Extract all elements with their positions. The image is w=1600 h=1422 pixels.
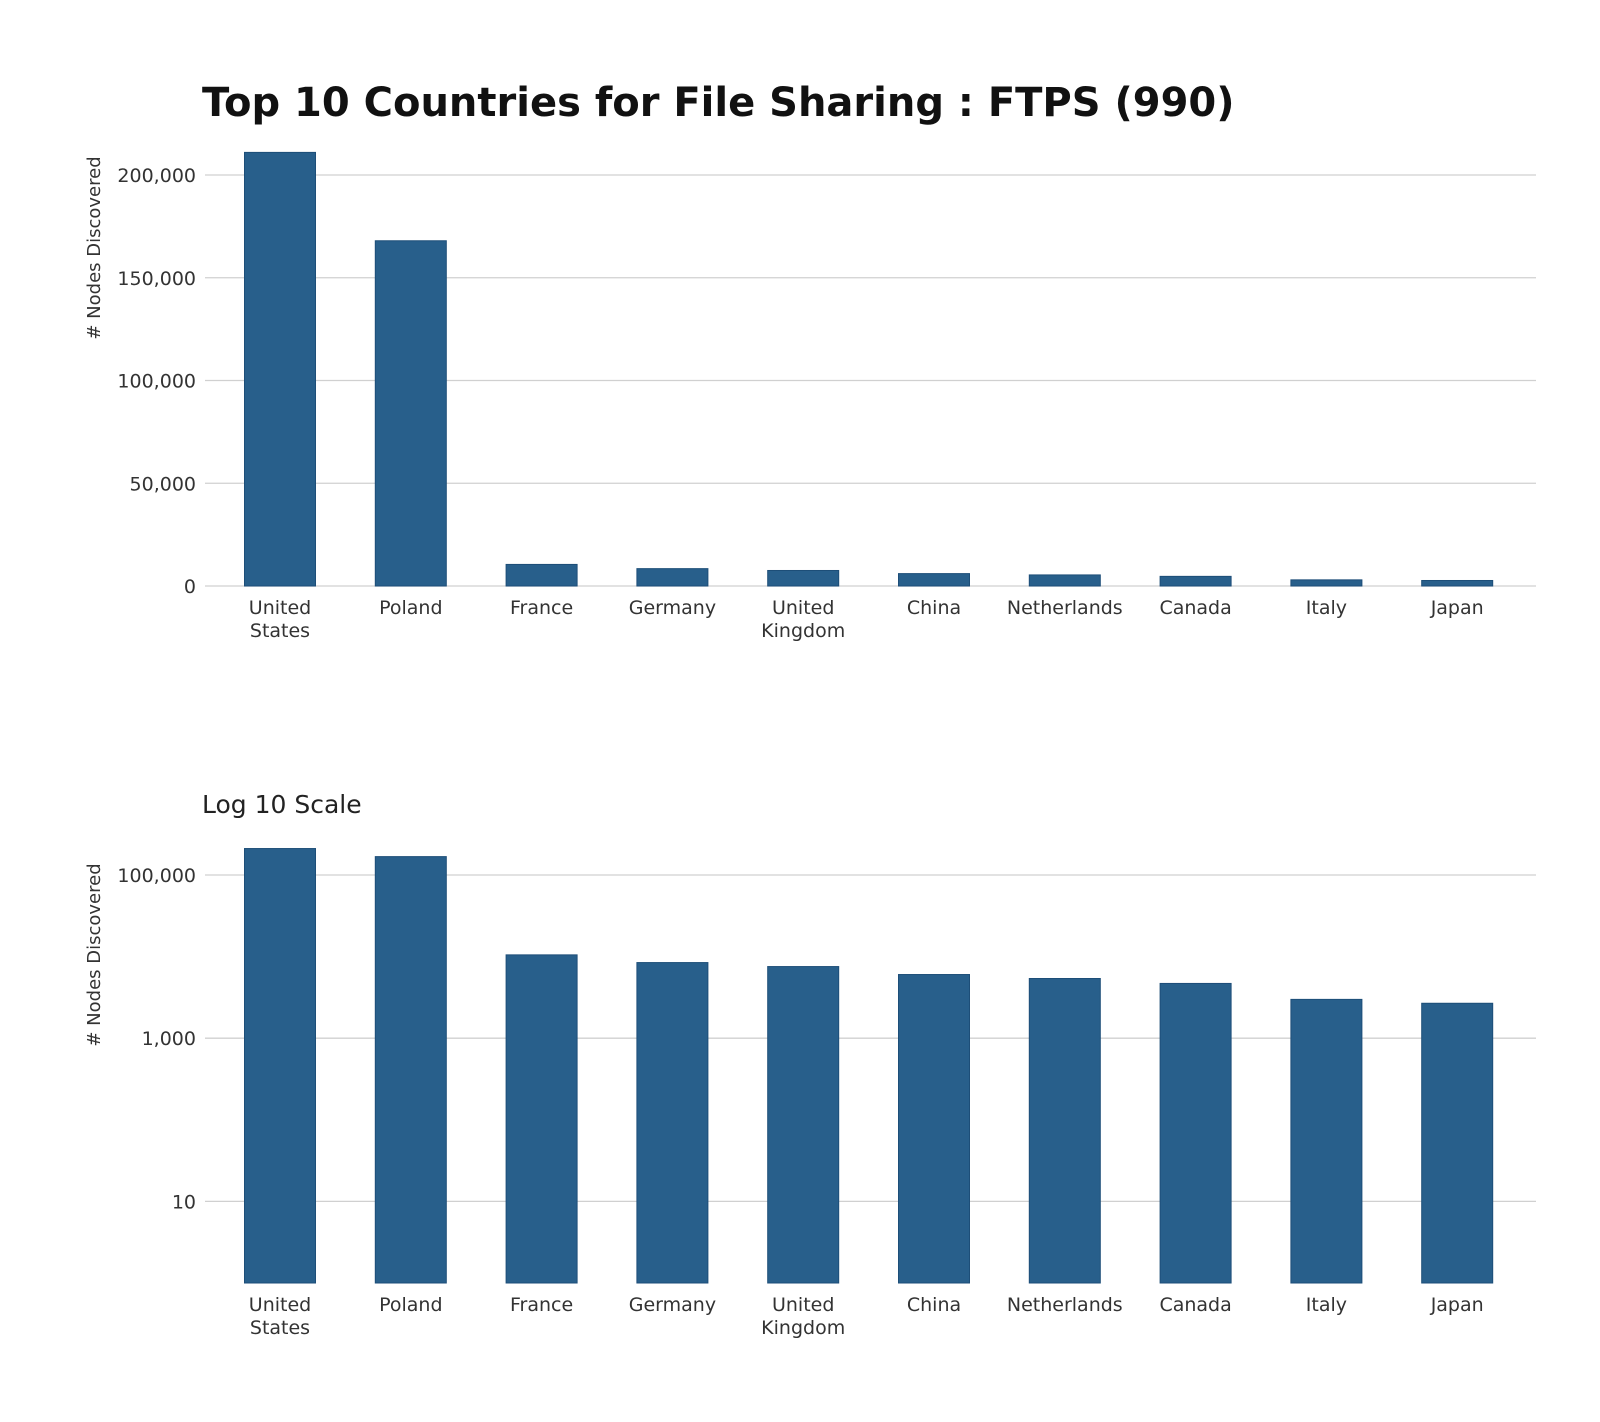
x-tick-label: United: [249, 1294, 311, 1316]
bar: [374, 240, 447, 587]
x-tick-label: Italy: [1306, 597, 1347, 619]
x-tick-label: Germany: [629, 597, 716, 619]
x-tick-label: China: [907, 1294, 961, 1316]
y-tick-label: 100,000: [117, 371, 196, 393]
bar: [1028, 574, 1101, 587]
bar: [1159, 575, 1232, 587]
x-tick-label: Japan: [1430, 1294, 1484, 1316]
x-tick-label: China: [907, 597, 961, 619]
chart-subtitle: Log 10 Scale: [202, 790, 362, 819]
x-tick-label: United: [772, 597, 834, 619]
x-tick-label: Canada: [1159, 597, 1231, 619]
x-tick-label: United: [772, 1294, 834, 1316]
y-axis-label: # Nodes Discovered: [84, 156, 105, 339]
bar: [1290, 579, 1363, 587]
y-tick-label: 1,000: [142, 1028, 196, 1050]
x-tick-label: Germany: [629, 1294, 716, 1316]
bar: [767, 966, 840, 1284]
linear-chart-panel: 0 50,000 100,000 150,000 200,000 # Nodes Disc…: [84, 151, 1536, 642]
y-tick-label: 100,000: [117, 865, 196, 887]
bar: [1159, 982, 1232, 1284]
x-tick-label: Netherlands: [1007, 1294, 1123, 1316]
y-tick-label: 150,000: [117, 268, 196, 290]
chart-title: Top 10 Countries for File Sharing : FTPS…: [202, 80, 1235, 126]
bar: [244, 848, 316, 1284]
y-axis-label: # Nodes Discovered: [84, 863, 105, 1046]
bar: [767, 569, 840, 587]
bar: [505, 563, 578, 587]
bar: [1421, 1002, 1494, 1284]
bar: [505, 954, 578, 1284]
x-tick-label: Poland: [379, 597, 442, 619]
bar: [898, 573, 970, 587]
bar: [1421, 579, 1494, 587]
x-tick-label: Poland: [379, 1294, 442, 1316]
bar: [636, 568, 709, 587]
bar: [1028, 978, 1101, 1284]
x-tick-label: Kingdom: [761, 620, 845, 642]
x-tick-label: States: [250, 620, 310, 642]
x-tick-label: France: [510, 1294, 573, 1316]
x-tick-label: Italy: [1306, 1294, 1347, 1316]
bar: [244, 151, 316, 587]
bar: [374, 856, 447, 1284]
x-tick-label: Kingdom: [761, 1317, 845, 1339]
x-tick-label: Japan: [1430, 597, 1484, 619]
bar: [636, 962, 709, 1284]
x-tick-label: States: [250, 1317, 310, 1339]
x-tick-label: France: [510, 597, 573, 619]
y-tick-label: 200,000: [117, 165, 196, 187]
bar: [1290, 998, 1363, 1284]
x-tick-label: Canada: [1159, 1294, 1231, 1316]
y-tick-label: 10: [172, 1191, 196, 1213]
bar: [898, 974, 970, 1284]
y-tick-label: 0: [184, 576, 196, 598]
y-tick-label: 50,000: [130, 473, 196, 495]
x-tick-label: Netherlands: [1007, 597, 1123, 619]
x-tick-label: United: [249, 597, 311, 619]
